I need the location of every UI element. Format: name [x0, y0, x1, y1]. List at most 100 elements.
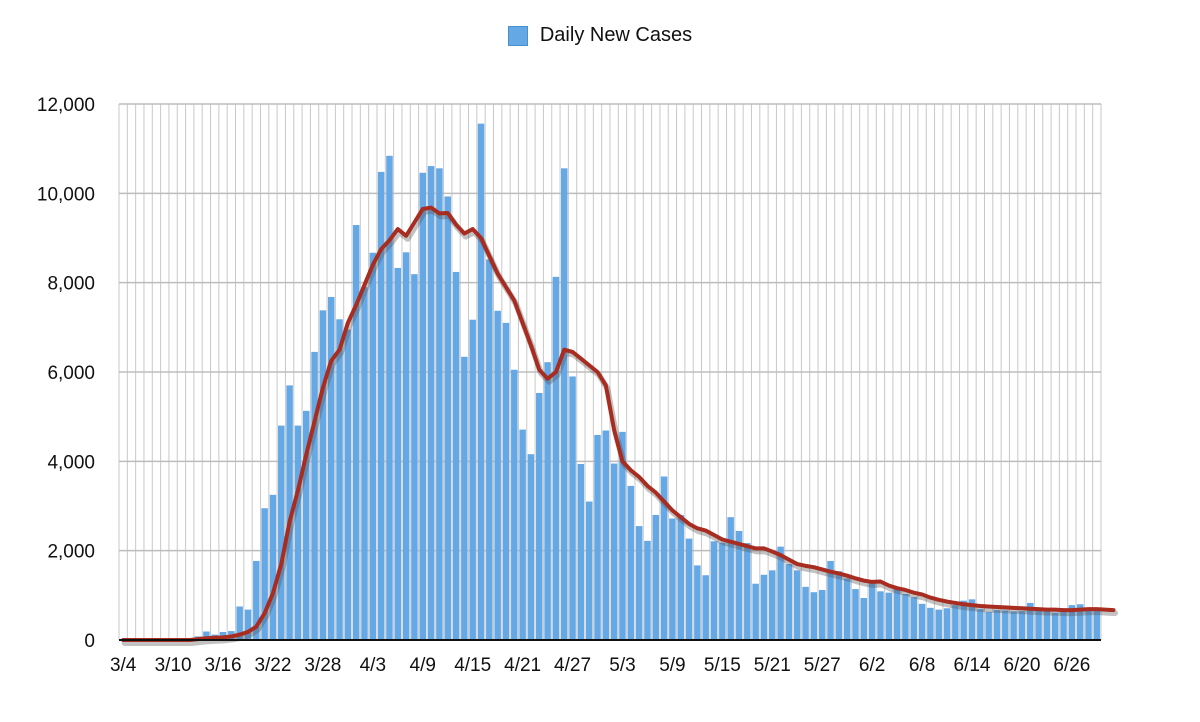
bar [744, 543, 751, 640]
x-tick-label: 6/26 [1053, 655, 1090, 676]
x-tick-label: 3/28 [304, 655, 341, 676]
bar [1035, 609, 1042, 640]
bar [527, 454, 535, 640]
moving-average-line [121, 205, 1116, 642]
bar [344, 329, 352, 640]
bar [419, 172, 426, 640]
legend-item-daily-new-cases[interactable]: Daily New Cases [507, 24, 692, 47]
bar [927, 607, 934, 640]
x-tick-label: 3/22 [254, 655, 291, 676]
bar [677, 514, 684, 640]
y-tick-label: 4,000 [47, 452, 95, 473]
bar [960, 600, 967, 640]
x-tick-label: 6/14 [954, 655, 991, 676]
bar [486, 259, 493, 640]
y-tick-label: 12,000 [37, 95, 95, 116]
bar [594, 434, 601, 640]
bar [1010, 611, 1017, 640]
y-tick-label: 8,000 [47, 274, 95, 295]
x-tick-label: 4/21 [504, 655, 541, 676]
bar [1085, 608, 1092, 640]
bar [943, 608, 951, 640]
bar [827, 560, 834, 640]
bar [1018, 610, 1026, 640]
bar [968, 599, 976, 640]
bar [752, 583, 759, 640]
x-tick-label: 5/15 [704, 655, 741, 676]
bar [818, 589, 826, 640]
bar [261, 508, 268, 640]
bar-series [144, 123, 1101, 641]
bar [386, 155, 393, 640]
bar [203, 631, 210, 640]
bar [769, 570, 776, 640]
bar [993, 610, 1001, 640]
bar [619, 431, 626, 640]
bar [635, 526, 643, 640]
bar [785, 564, 793, 640]
bar [694, 565, 701, 640]
bar [669, 518, 676, 640]
bar [1068, 605, 1076, 640]
x-tick-label: 4/3 [360, 655, 386, 676]
bar [502, 322, 510, 640]
bar [585, 501, 593, 640]
bar [1002, 610, 1009, 640]
bar [569, 376, 576, 640]
bar [536, 392, 543, 640]
bar [710, 541, 718, 640]
bar [319, 310, 327, 640]
bar [269, 494, 277, 640]
bar [877, 591, 884, 640]
bar [1051, 612, 1059, 640]
x-tick-label: 6/8 [909, 655, 935, 676]
bar [303, 410, 310, 640]
bar [369, 252, 377, 641]
bar [660, 476, 668, 640]
bar [278, 425, 285, 640]
bar [444, 196, 451, 640]
bar [452, 271, 460, 640]
bar [902, 593, 909, 640]
bar [868, 580, 876, 640]
bar [735, 531, 743, 640]
bar [702, 575, 709, 640]
y-tick-label: 10,000 [37, 184, 95, 205]
bar [860, 598, 868, 640]
bar [1027, 602, 1034, 640]
x-tick-label: 5/3 [609, 655, 635, 676]
bar [544, 362, 551, 640]
bar [244, 609, 252, 640]
bar [685, 538, 693, 640]
bar [1043, 610, 1051, 640]
bar [511, 369, 518, 640]
bar [910, 597, 917, 640]
bar [935, 609, 942, 640]
bar [985, 611, 992, 640]
x-tick-label: 4/15 [454, 655, 491, 676]
bar [352, 225, 360, 640]
bar [469, 319, 476, 640]
bar [236, 606, 243, 640]
bar [810, 592, 818, 640]
moving-average-series [121, 205, 1118, 646]
bar [377, 171, 385, 641]
x-tick-label: 3/4 [110, 655, 137, 676]
x-tick-label: 4/9 [410, 655, 436, 676]
bar [311, 351, 318, 640]
bar [727, 517, 734, 640]
bar [977, 609, 984, 640]
bar [1060, 611, 1067, 640]
bar [552, 276, 560, 640]
x-tick-label: 5/21 [754, 655, 791, 676]
y-tick-label: 0 [84, 631, 95, 652]
bar [253, 560, 260, 640]
bar [461, 356, 468, 640]
bar [411, 274, 418, 640]
x-tick-label: 3/10 [155, 655, 192, 676]
x-tick-label: 5/27 [804, 655, 841, 676]
legend: Daily New Cases [0, 24, 1200, 51]
bar [802, 586, 809, 640]
x-axis-tick-labels: 3/4 3/10 3/16 3/22 3/28 4/3 4/9 4/15 4/21 4/27 5/3… [110, 655, 1090, 676]
